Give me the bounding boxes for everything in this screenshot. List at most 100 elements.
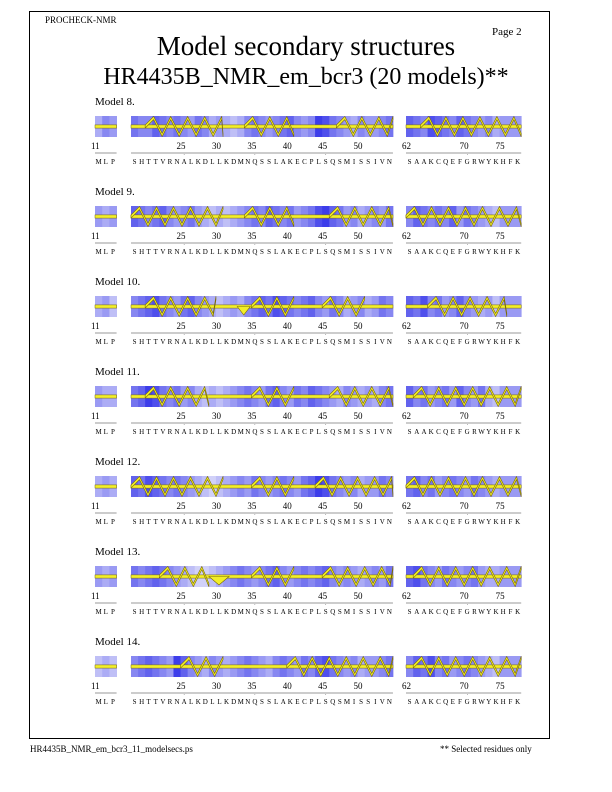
sequence-residue: A — [421, 248, 426, 256]
residue-tick-label: 40 — [283, 591, 293, 601]
sequence-residue: K — [515, 338, 520, 346]
sequence-residue: K — [224, 698, 229, 706]
residue-tick-label: 30 — [212, 321, 222, 331]
sequence-residue: S — [133, 518, 137, 526]
sequence-residue: C — [302, 698, 307, 706]
footer-note: ** Selected residues only — [440, 744, 532, 754]
sequence-residue: K — [196, 608, 201, 616]
sequence-residue: V — [380, 428, 385, 436]
turn-marker — [208, 576, 230, 586]
sequence-residue: L — [316, 428, 320, 436]
sequence-residue: S — [267, 518, 271, 526]
sequence-residue: L — [217, 608, 221, 616]
sequence-residue: L — [210, 608, 214, 616]
residue-tick-label: 35 — [247, 411, 256, 421]
sequence-residue: K — [493, 608, 498, 616]
residue-tick-label: 30 — [212, 411, 222, 421]
residue-tick-label: 30 — [212, 231, 222, 241]
sequence-marker: ˙ — [466, 694, 468, 700]
sequence-residue: C — [302, 158, 307, 166]
residue-tick-label: 45 — [318, 321, 328, 331]
sequence-residue: E — [295, 608, 299, 616]
sequence-residue: Q — [443, 608, 448, 616]
sequence-residue: T — [154, 158, 159, 166]
residue-tick-label: 35 — [247, 681, 256, 691]
sequence-residue: F — [458, 518, 462, 526]
program-name: PROCHECK-NMR — [45, 15, 117, 25]
sequence-residue: N — [387, 428, 392, 436]
coil-line — [130, 124, 394, 129]
sequence-residue: N — [174, 698, 179, 706]
model-block: Model 13. 11 25 30 35 40 45 50 62 70 75 M L P S H T T V R N ˙… — [0, 546, 612, 636]
residue-tick-label: 70 — [460, 501, 470, 511]
sequence-residue: Q — [443, 248, 448, 256]
residue-tick-label: 35 — [247, 321, 256, 331]
sequence-residue: A — [182, 158, 187, 166]
sequence-residue: N — [245, 158, 250, 166]
sequence-residue: M — [238, 158, 245, 166]
sequence-residue: S — [338, 518, 342, 526]
residue-tick-label: 50 — [354, 411, 364, 421]
sequence-residue: A — [414, 338, 419, 346]
sequence-residue: S — [359, 158, 363, 166]
sequence-residue: E — [295, 428, 299, 436]
residue-tick-label: 70 — [460, 681, 470, 691]
sequence-residue: Q — [330, 698, 335, 706]
sequence-residue: F — [458, 428, 462, 436]
helix-ribbon — [328, 206, 394, 227]
sequence-residue: S — [408, 698, 412, 706]
sequence-residue: P — [111, 248, 115, 256]
residue-tick-label: 45 — [318, 411, 328, 421]
sequence-marker: ˙ — [254, 424, 256, 430]
coil-line — [405, 574, 522, 579]
residue-tick-label: 75 — [496, 321, 506, 331]
residue-tick-label: 50 — [354, 591, 364, 601]
sequence-residue: H — [139, 518, 144, 526]
sequence-residue: L — [274, 338, 278, 346]
sequence-residue: D — [203, 338, 208, 346]
sequence-residue: M — [95, 338, 102, 346]
sequence-residue: V — [160, 698, 165, 706]
sequence-residue: A — [182, 518, 187, 526]
sequence-residue: H — [139, 248, 144, 256]
sequence-residue: D — [231, 698, 236, 706]
sequence-residue: G — [465, 248, 470, 256]
sequence-residue: D — [231, 518, 236, 526]
sequence-residue: N — [387, 698, 392, 706]
page-subtitle: HR4435B_NMR_em_bcr3 (20 models)** — [103, 64, 509, 90]
sequence-residue: C — [436, 158, 441, 166]
sequence-residue: T — [154, 518, 159, 526]
sequence-residue: K — [515, 248, 520, 256]
sequence-residue: S — [338, 338, 342, 346]
residue-tick-label: 25 — [177, 591, 187, 601]
sequence-residue: G — [465, 608, 470, 616]
residue-tick-label: 50 — [354, 681, 364, 691]
sequence-residue: G — [465, 428, 470, 436]
sequence-marker: ˙ — [325, 244, 327, 250]
sequence-residue: S — [338, 428, 342, 436]
helix-ribbon — [251, 476, 295, 497]
sequence-residue: K — [224, 338, 229, 346]
sequence-residue: P — [310, 428, 314, 436]
sequence-marker: ˙ — [254, 154, 256, 160]
sequence-residue: D — [203, 518, 208, 526]
sequence-residue: M — [238, 248, 245, 256]
sequence-residue: L — [316, 248, 320, 256]
sequence-residue: Q — [443, 518, 448, 526]
sequence-residue: H — [501, 428, 506, 436]
sequence-residue: C — [436, 338, 441, 346]
sequence-residue: R — [472, 698, 477, 706]
coil-line — [94, 664, 117, 669]
sequence-residue: C — [436, 518, 441, 526]
sequence-residue: L — [189, 608, 193, 616]
sequence-residue: I — [374, 698, 377, 706]
sequence-residue: L — [316, 518, 320, 526]
sequence-marker: ˙ — [466, 244, 468, 250]
sequence-residue: T — [154, 698, 159, 706]
sequence-residue: C — [436, 248, 441, 256]
sequence-residue: F — [458, 608, 462, 616]
sequence-residue: M — [344, 338, 351, 346]
sequence-residue: T — [147, 248, 152, 256]
model-label: Model 14. — [95, 636, 141, 648]
helix-ribbon — [251, 386, 295, 407]
